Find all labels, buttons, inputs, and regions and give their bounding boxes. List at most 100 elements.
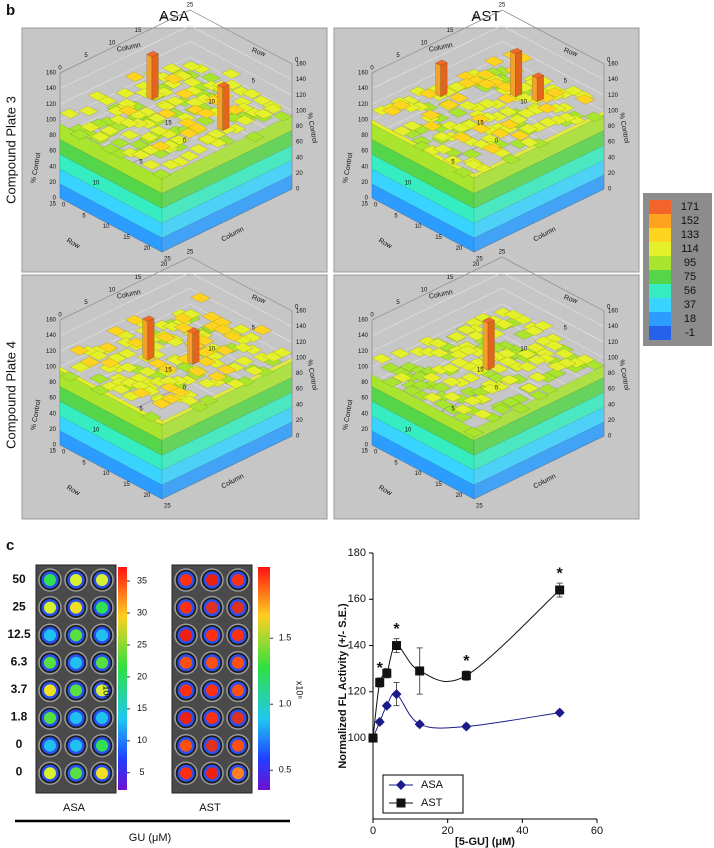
data-point	[555, 585, 565, 595]
top-cell	[181, 60, 202, 72]
top-cell	[172, 313, 194, 324]
top-cell	[477, 98, 498, 109]
row-tick-label: 0	[295, 58, 299, 64]
row-tick-label: 5	[451, 160, 455, 166]
well-signal	[44, 684, 56, 697]
z-tick-label: 60	[361, 396, 368, 402]
top-cell	[516, 348, 537, 360]
legend-value: 18	[684, 313, 696, 325]
spike	[510, 50, 516, 98]
top-cell	[87, 90, 108, 102]
column-tick-label: 15	[135, 28, 142, 34]
data-point	[461, 721, 472, 732]
z-tick-label: 40	[608, 155, 615, 161]
column-tick-label: 10	[103, 224, 110, 230]
axis-label: Row	[563, 47, 579, 59]
well-signal	[70, 656, 82, 669]
spike	[217, 84, 223, 132]
z-tick-label: 0	[53, 196, 57, 202]
z-tick-label: 0	[53, 443, 57, 449]
spike	[435, 62, 441, 98]
well-signal	[96, 629, 108, 642]
legend-swatch	[649, 200, 671, 214]
column-tick-label: 15	[447, 275, 454, 281]
well-signal	[206, 684, 218, 697]
legend-value: 152	[681, 215, 699, 227]
panel-label: c	[6, 537, 14, 554]
row-tick-label: 0	[183, 139, 187, 145]
z-tick-label: 80	[49, 133, 56, 139]
top-cell	[448, 349, 469, 361]
z-tick-label: 20	[608, 418, 615, 424]
significance-mark: *	[377, 660, 384, 677]
z-tick-label: 120	[358, 349, 369, 355]
top-cell	[475, 69, 496, 80]
top-cell	[469, 113, 491, 125]
top-cell	[574, 94, 596, 105]
row-tick-label: 5	[252, 326, 256, 332]
top-cell	[463, 159, 484, 170]
z-tick-label: 0	[608, 434, 612, 440]
x-tick-label: 20	[442, 825, 454, 837]
top-cell	[463, 426, 484, 438]
column-tick-label: 0	[58, 66, 62, 72]
top-cell	[421, 120, 443, 132]
column-tick-label: 25	[476, 504, 483, 510]
spike	[482, 317, 495, 324]
top-cell	[105, 325, 127, 337]
top-cell	[150, 140, 171, 152]
well-signal	[206, 629, 218, 642]
z-tick-label: 40	[296, 155, 303, 161]
z-tick-label: 120	[358, 102, 369, 108]
plot-3d: 0020204040606080801001001201201401401601…	[21, 250, 328, 520]
top-cell	[391, 99, 412, 111]
well-signal	[180, 629, 192, 642]
z-tick-label: 120	[608, 93, 619, 99]
wall-grid	[371, 287, 605, 352]
z-tick-label: 0	[296, 434, 300, 440]
top-cell	[59, 108, 80, 119]
data-point	[415, 666, 425, 676]
top-cell	[188, 143, 209, 155]
column-tick-label: 0	[370, 313, 374, 319]
z-tick-label: 140	[296, 77, 307, 83]
column-tick-label: 10	[109, 287, 116, 293]
wall-edge	[59, 256, 293, 445]
z-tick-label: 160	[296, 62, 307, 68]
top-cell	[69, 129, 91, 140]
top-cell	[496, 348, 518, 359]
top-cell	[480, 133, 501, 144]
well-signal	[180, 767, 192, 780]
z-tick-label: 100	[358, 117, 369, 123]
column-tick-label: 0	[62, 203, 66, 209]
row-header: Compound Plate 3	[3, 96, 18, 204]
z-tick-label: 80	[296, 371, 303, 377]
column-tick-label: 25	[499, 3, 506, 9]
top-cell	[190, 292, 211, 303]
top-cell	[151, 169, 172, 180]
row-tick-label: 5	[139, 160, 143, 166]
data-point	[391, 689, 402, 700]
column-tick-label: 15	[435, 235, 442, 241]
legend-swatch	[649, 214, 671, 228]
column-tick-label: 20	[161, 15, 168, 21]
top-cell	[232, 96, 253, 108]
spike	[487, 319, 495, 371]
spike	[435, 59, 448, 66]
column-tick-label: 5	[82, 213, 86, 219]
column-tick-label: 5	[84, 53, 88, 59]
top-cell	[537, 117, 559, 128]
legend-swatch	[649, 298, 671, 312]
row-tick-label: 15	[477, 368, 484, 374]
column-tick-label: 15	[435, 482, 442, 488]
row-tick-label: 5	[564, 79, 568, 85]
spike	[222, 84, 230, 132]
concentration-label: 6.3	[11, 655, 28, 669]
plate-label: ASA	[63, 802, 86, 814]
top-cell	[452, 132, 473, 143]
column-tick-label: 25	[187, 3, 194, 9]
y-tick-label: 180	[348, 547, 366, 559]
legend-swatch	[649, 242, 671, 256]
z-tick-label: 0	[608, 187, 612, 193]
